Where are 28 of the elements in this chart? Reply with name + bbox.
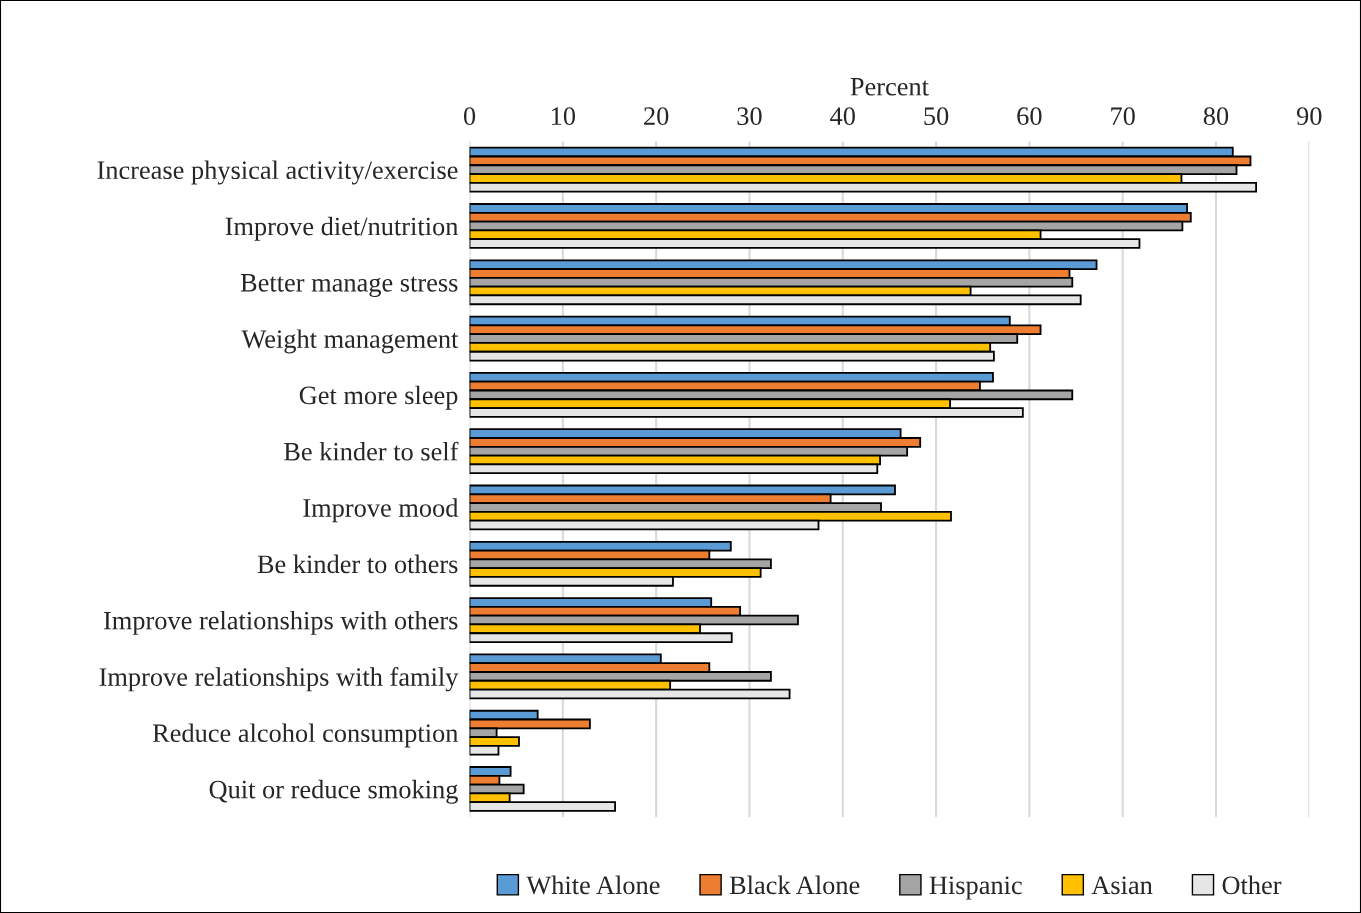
x-tick-label: 30 bbox=[737, 107, 762, 126]
x-tick-label: 70 bbox=[1111, 107, 1135, 126]
y-tick-label: Be kinder to self bbox=[284, 441, 459, 461]
y-tick-label: Quit or reduce smoking bbox=[209, 779, 458, 804]
y-tick-label: Increase physical activity/exercise bbox=[97, 160, 458, 185]
x-tick-label: 80 bbox=[1203, 107, 1229, 126]
x-axis-title: Percent bbox=[850, 78, 929, 96]
x-tick-label: 0 bbox=[463, 107, 476, 126]
legend-label: Other bbox=[1222, 875, 1282, 895]
y-tick-label: Improve relationships with others bbox=[103, 610, 458, 635]
legend-label: Asian bbox=[1091, 876, 1153, 895]
legend-label: Hispanic bbox=[929, 876, 1022, 900]
y-tick-label: Improve diet/nutrition bbox=[225, 216, 459, 241]
y-tick-label: Get more sleep bbox=[299, 385, 458, 410]
y-tick-label: Better manage stress bbox=[240, 274, 458, 298]
y-tick-label: Improve relationships with family bbox=[99, 667, 459, 692]
y-tick-label: Be kinder to others bbox=[257, 554, 458, 574]
x-tick-label: 60 bbox=[1017, 107, 1042, 126]
y-tick-label: Improve mood bbox=[303, 498, 459, 523]
legend-label: Black Alone bbox=[729, 875, 860, 895]
x-tick-label: 50 bbox=[924, 107, 949, 126]
x-tick-label: 90 bbox=[1296, 107, 1322, 126]
y-tick-label: Reduce alcohol consumption bbox=[152, 723, 459, 748]
legend-label: White Alone bbox=[526, 875, 660, 895]
x-tick-label: 20 bbox=[644, 107, 669, 126]
x-tick-label: 40 bbox=[830, 107, 855, 126]
x-tick-label: 10 bbox=[551, 107, 576, 126]
y-tick-label: Weight management bbox=[241, 329, 459, 354]
